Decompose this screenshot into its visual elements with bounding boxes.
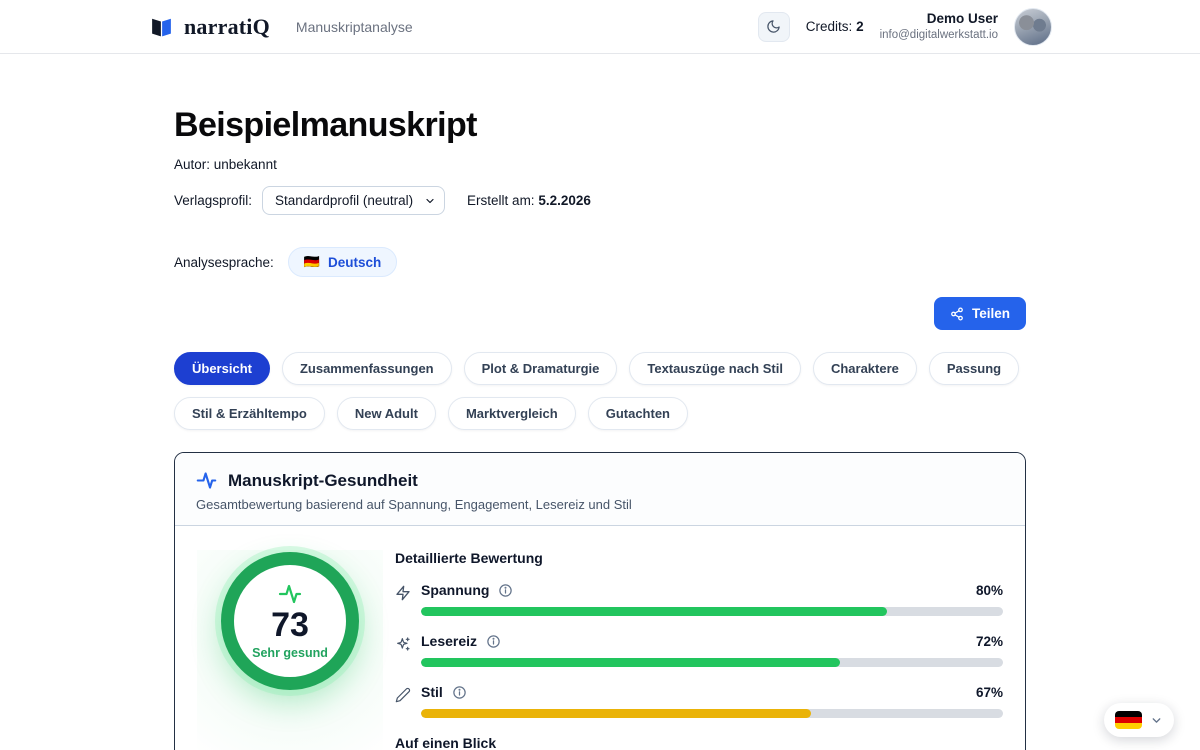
publisher-profile-select[interactable]: Standardprofil (neutral) bbox=[262, 186, 446, 215]
detail-heading: Detaillierte Bewertung bbox=[395, 550, 543, 566]
pencil-icon bbox=[395, 687, 411, 708]
progress-fill bbox=[421, 658, 841, 667]
metric-row-stil: Stil 67% bbox=[395, 684, 1003, 718]
progress-fill bbox=[421, 709, 811, 718]
brand[interactable]: narratiQ bbox=[148, 14, 270, 40]
language-switcher[interactable] bbox=[1104, 703, 1174, 737]
tab-zusammenfassungen[interactable]: Zusammenfassungen bbox=[281, 352, 452, 385]
metric-value: 72% bbox=[975, 633, 1003, 649]
share-button[interactable]: Teilen bbox=[933, 297, 1026, 330]
german-flag-emoji: 🇩🇪 bbox=[303, 254, 321, 269]
health-card-title: Manuskript-Gesundheit bbox=[228, 470, 418, 490]
pulse-icon bbox=[276, 582, 304, 606]
user-email: info@digitalwerkstatt.io bbox=[879, 28, 998, 41]
tab-uebersicht[interactable]: Übersicht bbox=[174, 352, 270, 385]
created-label: Erstellt am: bbox=[467, 193, 535, 208]
tab-new-adult[interactable]: New Adult bbox=[336, 397, 436, 430]
metric-row-lesereiz: Lesereiz 72% bbox=[395, 633, 1003, 667]
top-header: narratiQ Manuskriptanalyse Credits: 2 De… bbox=[0, 0, 1200, 54]
metric-label: Spannung bbox=[421, 582, 490, 598]
moon-icon bbox=[766, 19, 781, 34]
german-flag-icon bbox=[1115, 711, 1142, 729]
chevron-down-icon bbox=[1150, 714, 1163, 727]
health-card-subtitle: Gesamtbewertung basierend auf Spannung, … bbox=[196, 497, 632, 512]
health-score-gauge: 73 Sehr gesund bbox=[221, 552, 359, 690]
publisher-profile-label: Verlagsprofil: bbox=[174, 193, 253, 208]
tab-passung[interactable]: Passung bbox=[928, 352, 1020, 385]
share-label: Teilen bbox=[971, 306, 1010, 321]
tab-charaktere[interactable]: Charaktere bbox=[812, 352, 917, 385]
metric-value: 67% bbox=[975, 684, 1003, 700]
metric-value: 80% bbox=[975, 582, 1003, 598]
progress-fill bbox=[421, 607, 887, 616]
activity-pulse-icon bbox=[196, 470, 217, 491]
info-icon[interactable] bbox=[498, 583, 513, 598]
metric-label: Stil bbox=[421, 684, 443, 700]
tab-plot-dramaturgie[interactable]: Plot & Dramaturgie bbox=[463, 352, 618, 385]
tab-textauszuege-nach-stil[interactable]: Textauszüge nach Stil bbox=[629, 352, 801, 385]
zap-icon bbox=[395, 585, 411, 606]
author-line: Autor: unbekannt bbox=[174, 157, 277, 172]
tab-stil-erzaehltempo[interactable]: Stil & Erzähltempo bbox=[174, 397, 325, 430]
manuscript-title: Beispielmanuskript bbox=[174, 106, 477, 144]
info-icon[interactable] bbox=[486, 634, 501, 649]
user-avatar[interactable] bbox=[1014, 7, 1052, 46]
analysis-language-label: Analysesprache: bbox=[174, 254, 274, 270]
user-name: Demo User bbox=[926, 10, 998, 26]
app-subtitle: Manuskriptanalyse bbox=[295, 18, 413, 35]
analysis-tabs: Übersicht Zusammenfassungen Plot & Drama… bbox=[174, 352, 1026, 430]
dark-mode-toggle[interactable] bbox=[757, 11, 790, 42]
brand-name: narratiQ bbox=[184, 13, 270, 39]
detail-column: Detaillierte Bewertung Spannung bbox=[383, 550, 1003, 750]
manuscript-health-card: Manuskript-Gesundheit Gesamtbewertung ba… bbox=[174, 452, 1026, 750]
book-logo-icon bbox=[148, 14, 175, 39]
sparkles-icon bbox=[395, 636, 411, 657]
credits-label: Credits: bbox=[805, 19, 853, 34]
health-card-header: Manuskript-Gesundheit Gesamtbewertung ba… bbox=[175, 453, 1025, 526]
progress-track bbox=[421, 658, 1003, 667]
user-info: Demo User info@digitalwerkstatt.io bbox=[880, 11, 998, 42]
health-score-label: Sehr gesund bbox=[252, 645, 328, 660]
main-content: Beispielmanuskript Autor: unbekannt Verl… bbox=[174, 106, 1026, 750]
metric-label: Lesereiz bbox=[421, 633, 478, 649]
progress-track bbox=[421, 709, 1003, 718]
credits-value: 2 bbox=[856, 19, 864, 34]
tab-marktvergleich[interactable]: Marktvergleich bbox=[447, 397, 576, 430]
credits: Credits: 2 bbox=[806, 19, 864, 34]
progress-track bbox=[421, 607, 1003, 616]
language-value: Deutsch bbox=[328, 254, 382, 270]
info-icon[interactable] bbox=[452, 685, 467, 700]
health-score: 73 bbox=[271, 606, 309, 645]
share-icon bbox=[950, 307, 964, 321]
health-gauge-column: 73 Sehr gesund bbox=[197, 550, 383, 750]
tab-gutachten[interactable]: Gutachten bbox=[587, 397, 688, 430]
created-date: Erstellt am: 5.2.2026 bbox=[467, 193, 591, 208]
created-value: 5.2.2026 bbox=[538, 193, 591, 208]
analysis-language-button[interactable]: 🇩🇪 Deutsch bbox=[287, 247, 398, 277]
metric-row-spannung: Spannung 80% bbox=[395, 582, 1003, 616]
glance-heading: Auf einen Blick bbox=[395, 735, 497, 750]
